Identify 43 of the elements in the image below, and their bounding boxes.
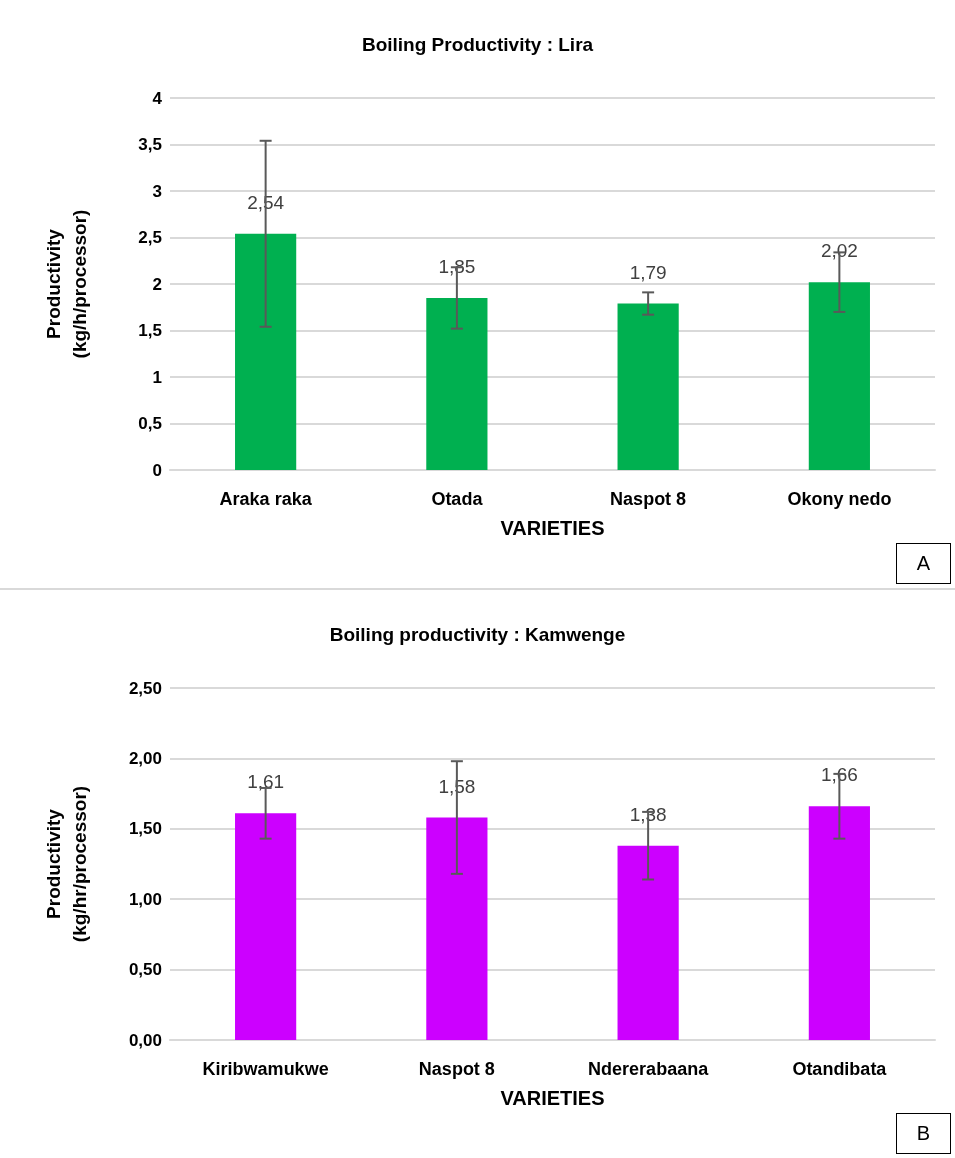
y-tick-label: 3,5 — [138, 135, 162, 154]
y-tick-label: 2,00 — [128, 748, 162, 768]
chart-title: Boiling productivity : Kamwenge — [329, 624, 626, 645]
y-axis-title: Productivity (kg/h/processor) — [42, 209, 90, 359]
x-tick-label: Okony nedo — [787, 489, 892, 509]
x-tick-label: Naspot 8 — [418, 1059, 495, 1079]
y-tick-label: 0 — [152, 460, 162, 480]
bar — [235, 233, 297, 470]
data-label: 1,85 — [438, 255, 476, 277]
x-tick-label: Kiribwamukwe — [202, 1059, 329, 1079]
x-axis-title: VARIETIES — [500, 1087, 605, 1109]
data-label: 2,02 — [820, 240, 858, 262]
x-tick-label: Otada — [431, 489, 484, 509]
bar — [426, 297, 488, 470]
bar — [235, 813, 297, 1040]
chart-title: Boiling Productivity : Lira — [361, 34, 594, 55]
x-tick-label: Ndererabaana — [588, 1059, 710, 1079]
y-tick-label: 1,5 — [138, 321, 162, 340]
text: B — [895, 1113, 951, 1154]
x-tick-label: Naspot 8 — [610, 489, 687, 509]
y-tick-label: 3 — [152, 181, 162, 201]
y-tick-label: 2 — [152, 274, 162, 294]
bar — [808, 806, 870, 1040]
y-tick-label: 0,00 — [128, 1030, 162, 1050]
bar — [426, 817, 488, 1040]
y-tick-label: 2,5 — [138, 228, 162, 247]
y-tick-label: 0,5 — [138, 414, 162, 433]
data-label: 1,79 — [629, 261, 667, 283]
y-tick-label: 2,50 — [128, 678, 162, 698]
y-tick-label: 1 — [152, 367, 162, 387]
y-tick-label: 1,00 — [128, 889, 162, 909]
bar — [617, 303, 679, 470]
y-tick-label: 4 — [152, 88, 163, 108]
bar — [808, 282, 870, 470]
bar — [617, 845, 679, 1040]
x-tick-label: Araka raka — [219, 489, 313, 509]
data-label: 1,61 — [247, 771, 285, 793]
x-tick-label: Otandibata — [792, 1059, 888, 1079]
y-tick-label: 0,50 — [128, 960, 162, 980]
text: A — [895, 543, 951, 584]
y-tick-label: 1,50 — [128, 819, 162, 839]
y-axis-title: Productivity (kg/hr/processor) — [42, 785, 90, 943]
x-axis-title: VARIETIES — [500, 517, 605, 539]
